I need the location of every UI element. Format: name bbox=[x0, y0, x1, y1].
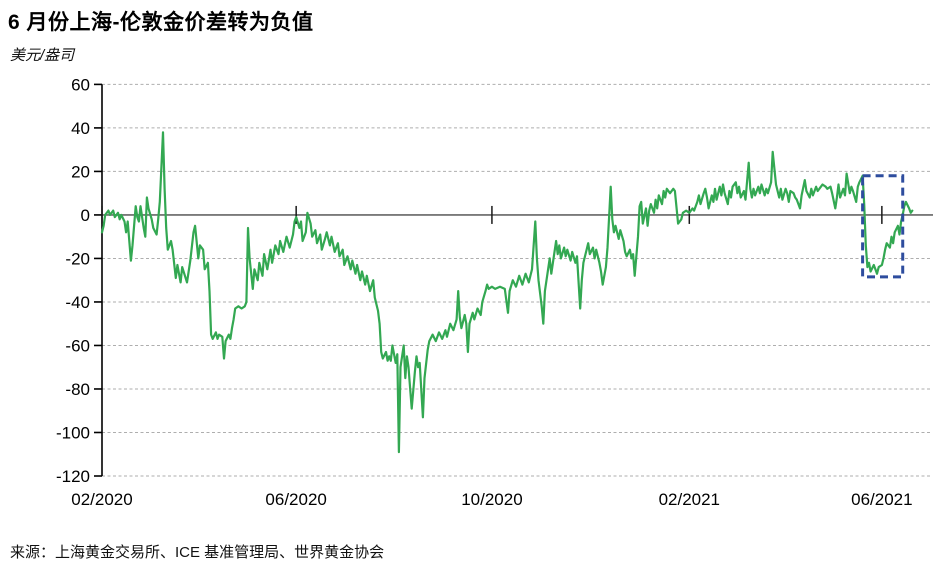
y-tick-label: -100 bbox=[56, 423, 90, 442]
y-tick-label: 40 bbox=[71, 119, 90, 138]
y-tick-label: 0 bbox=[81, 206, 90, 225]
page-title: 6 月份上海-伦敦金价差转为负值 bbox=[8, 11, 314, 34]
source-note: 来源：上海黄金交易所、ICE 基准管理局、世界黄金协会 bbox=[10, 544, 385, 561]
y-tick-label: -20 bbox=[65, 249, 90, 268]
x-tick-label: 06/2020 bbox=[265, 490, 326, 509]
x-tick-label: 02/2021 bbox=[659, 490, 720, 509]
x-tick-label: 10/2020 bbox=[461, 490, 522, 509]
y-tick-label: -40 bbox=[65, 293, 90, 312]
spread-series-line bbox=[100, 131, 914, 454]
y-tick-label: 20 bbox=[71, 162, 90, 181]
y-tick-label: -120 bbox=[56, 467, 90, 486]
y-tick-label: -60 bbox=[65, 336, 90, 355]
x-tick-label: 06/2021 bbox=[851, 490, 912, 509]
y-tick-label: 60 bbox=[71, 75, 90, 94]
x-tick-label: 02/2020 bbox=[71, 490, 132, 509]
y-axis-unit-label: 美元/盎司 bbox=[10, 47, 75, 64]
highlight-dashed-box bbox=[861, 174, 905, 279]
y-tick-label: -80 bbox=[65, 380, 90, 399]
